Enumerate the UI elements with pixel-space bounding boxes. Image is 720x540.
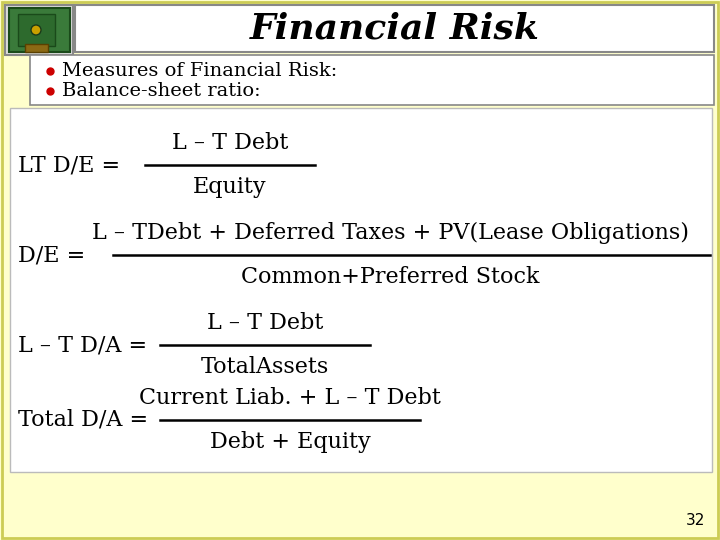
Circle shape <box>31 25 41 35</box>
Text: Equity: Equity <box>193 176 267 198</box>
Text: Debt + Equity: Debt + Equity <box>210 431 370 453</box>
Text: Total D/A =: Total D/A = <box>18 409 156 431</box>
Text: L – T Debt: L – T Debt <box>172 132 288 154</box>
Text: Financial Risk: Financial Risk <box>250 11 539 45</box>
Bar <box>9 8 70 52</box>
Text: L – TDebt + Deferred Taxes + PV(Lease Obligations): L – TDebt + Deferred Taxes + PV(Lease Ob… <box>91 222 688 244</box>
Bar <box>10 108 712 472</box>
Text: L – T D/A =: L – T D/A = <box>18 334 154 356</box>
Text: 32: 32 <box>685 513 705 528</box>
Text: LT D/E =: LT D/E = <box>18 154 127 176</box>
Text: Measures of Financial Risk:: Measures of Financial Risk: <box>62 62 337 80</box>
Bar <box>5 5 73 55</box>
Text: L – T Debt: L – T Debt <box>207 312 323 334</box>
Bar <box>30 55 714 105</box>
Text: Common+Preferred Stock: Common+Preferred Stock <box>240 266 539 288</box>
Bar <box>25 44 48 52</box>
Bar <box>18 14 55 46</box>
Text: Current Liab. + L – T Debt: Current Liab. + L – T Debt <box>139 387 441 409</box>
Text: D/E =: D/E = <box>18 244 92 266</box>
Text: Balance-sheet ratio:: Balance-sheet ratio: <box>62 82 261 100</box>
Bar <box>75 5 714 52</box>
Text: TotalAssets: TotalAssets <box>201 356 329 378</box>
